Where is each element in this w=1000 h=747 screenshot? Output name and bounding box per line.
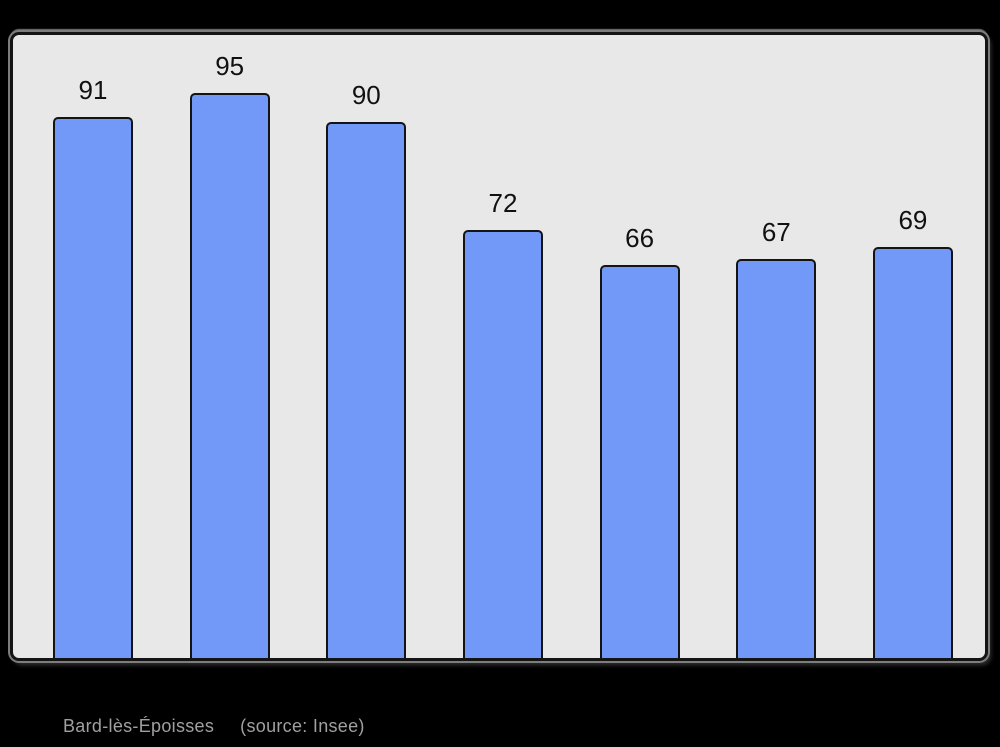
bar-value-label: 66: [625, 222, 655, 253]
bar: [872, 247, 953, 658]
bar-value-label: 67: [761, 216, 791, 247]
bar-value-label: 91: [78, 74, 108, 105]
plot-area: 91 95 90 72 66 67 69: [13, 35, 985, 658]
bar-value-label: 72: [488, 187, 518, 218]
bar-group: 90: [326, 35, 407, 658]
bar: [462, 230, 543, 658]
bar-value-label: 90: [351, 79, 381, 110]
bar-group: 95: [189, 35, 270, 658]
bar-group: 66: [599, 35, 680, 658]
bar: [736, 259, 817, 658]
bar: [326, 122, 407, 658]
caption-source: (source: Insee): [240, 716, 365, 736]
bar: [189, 93, 270, 658]
bar-group: 72: [462, 35, 543, 658]
bars-row: 91 95 90 72 66 67 69: [13, 35, 985, 658]
bar: [53, 117, 133, 658]
bar-value-label: 69: [898, 204, 928, 235]
chart-frame: 91 95 90 72 66 67 69: [10, 32, 988, 661]
caption: Bard-lès-Époisses (source: Insee): [63, 716, 365, 737]
bar-group: 91: [53, 35, 133, 658]
bar-group: 69: [872, 35, 953, 658]
bar-group: 67: [736, 35, 817, 658]
caption-title: Bard-lès-Époisses: [63, 716, 215, 736]
bar: [599, 265, 680, 658]
bar-value-label: 95: [215, 50, 245, 81]
